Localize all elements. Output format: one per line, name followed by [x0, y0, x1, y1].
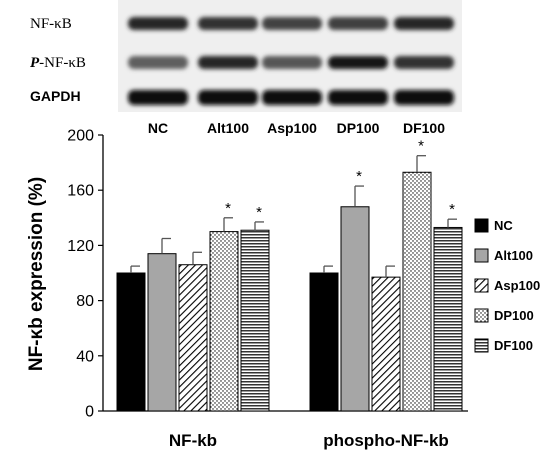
legend-swatch-dp100	[474, 308, 489, 323]
legend-label-nc: NC	[494, 218, 513, 233]
bar-series: * * * * *	[116, 138, 463, 412]
bar-asp100-nfkb	[178, 264, 208, 412]
bar-alt100-nfkb	[147, 253, 177, 412]
bar-alt100-phospho-nfkb	[340, 206, 370, 412]
blot-label-gapdh: GAPDH	[30, 88, 81, 104]
blot-band-row3-lane4	[328, 90, 388, 105]
bar-dp100-nfkb	[209, 231, 239, 412]
blot-band-row1-lane1	[128, 17, 188, 30]
x-category-label: NF-kb	[169, 431, 217, 450]
significance-marker: *	[418, 138, 424, 155]
y-tick-label: 160	[67, 183, 94, 200]
legend-label-df100: DF100	[494, 338, 533, 353]
bar-chart: NF-κb expression (%) 0 40 80 120 160 200 NF-k…	[26, 128, 540, 451]
blot-band-row2-lane1	[128, 56, 188, 69]
western-blot-panel: NF-κB P-NF-κB GAPDH NC Alt100 Asp100 DP1…	[30, 0, 462, 136]
legend-label-asp100: Asp100	[494, 278, 540, 293]
blot-band-row2-lane4	[328, 56, 388, 69]
blot-band-row2-lane2	[198, 56, 258, 69]
y-axis-label: NF-κb expression (%)	[26, 177, 47, 371]
legend-swatch-df100	[474, 338, 489, 353]
bar-df100-nfkb	[240, 229, 270, 412]
blot-band-row1-lane4	[328, 17, 388, 30]
y-tick-label: 40	[76, 348, 94, 365]
lane-label-alt100: Alt100	[207, 120, 249, 136]
bar-df100-phospho-nfkb	[433, 226, 463, 412]
legend-swatch-alt100	[474, 248, 489, 263]
bar-asp100-phospho-nfkb	[371, 276, 401, 412]
significance-marker: *	[256, 204, 262, 221]
bar-nc-nfkb	[116, 272, 146, 412]
significance-marker: *	[356, 168, 362, 185]
blot-bands	[128, 17, 454, 105]
legend-label-alt100: Alt100	[494, 248, 533, 263]
blot-band-row3-lane1	[128, 90, 188, 105]
y-tick-label: 200	[67, 128, 94, 145]
significance-marker: *	[449, 201, 455, 218]
bar-dp100-phospho-nfkb	[402, 171, 432, 412]
blot-label-nfkb: NF-κB	[30, 16, 72, 32]
lane-label-asp100: Asp100	[267, 120, 317, 136]
blot-label-p-nfkb: P-NF-κB	[30, 55, 86, 71]
blot-band-row1-lane5	[394, 17, 454, 30]
y-tick-label: 0	[85, 404, 94, 421]
x-axis: NF-kb phospho-NF-kb	[103, 410, 468, 450]
bar-nc-phospho-nfkb	[309, 272, 339, 412]
blot-band-row3-lane5	[394, 90, 454, 105]
x-category-label: phospho-NF-kb	[323, 431, 449, 450]
blot-band-row3-lane2	[198, 90, 258, 105]
blot-band-row2-lane5	[394, 56, 454, 69]
y-tick-label: 80	[76, 293, 94, 310]
legend-swatch-asp100	[474, 278, 489, 293]
lane-label-dp100: DP100	[337, 120, 380, 136]
lane-label-df100: DF100	[403, 120, 445, 136]
legend-label-dp100: DP100	[494, 308, 534, 323]
legend-swatch-nc	[474, 218, 489, 233]
significance-marker: *	[225, 200, 231, 217]
blot-band-row1-lane2	[198, 17, 258, 30]
legend: NC Alt100 Asp100 DP100 DF100	[474, 218, 540, 353]
blot-band-row1-lane3	[262, 17, 322, 30]
y-tick-label: 120	[67, 238, 94, 255]
y-axis: 0 40 80 120 160 200	[67, 128, 104, 421]
lane-label-nc: NC	[148, 120, 168, 136]
blot-band-row2-lane3	[262, 56, 322, 69]
blot-band-row3-lane3	[262, 90, 322, 105]
